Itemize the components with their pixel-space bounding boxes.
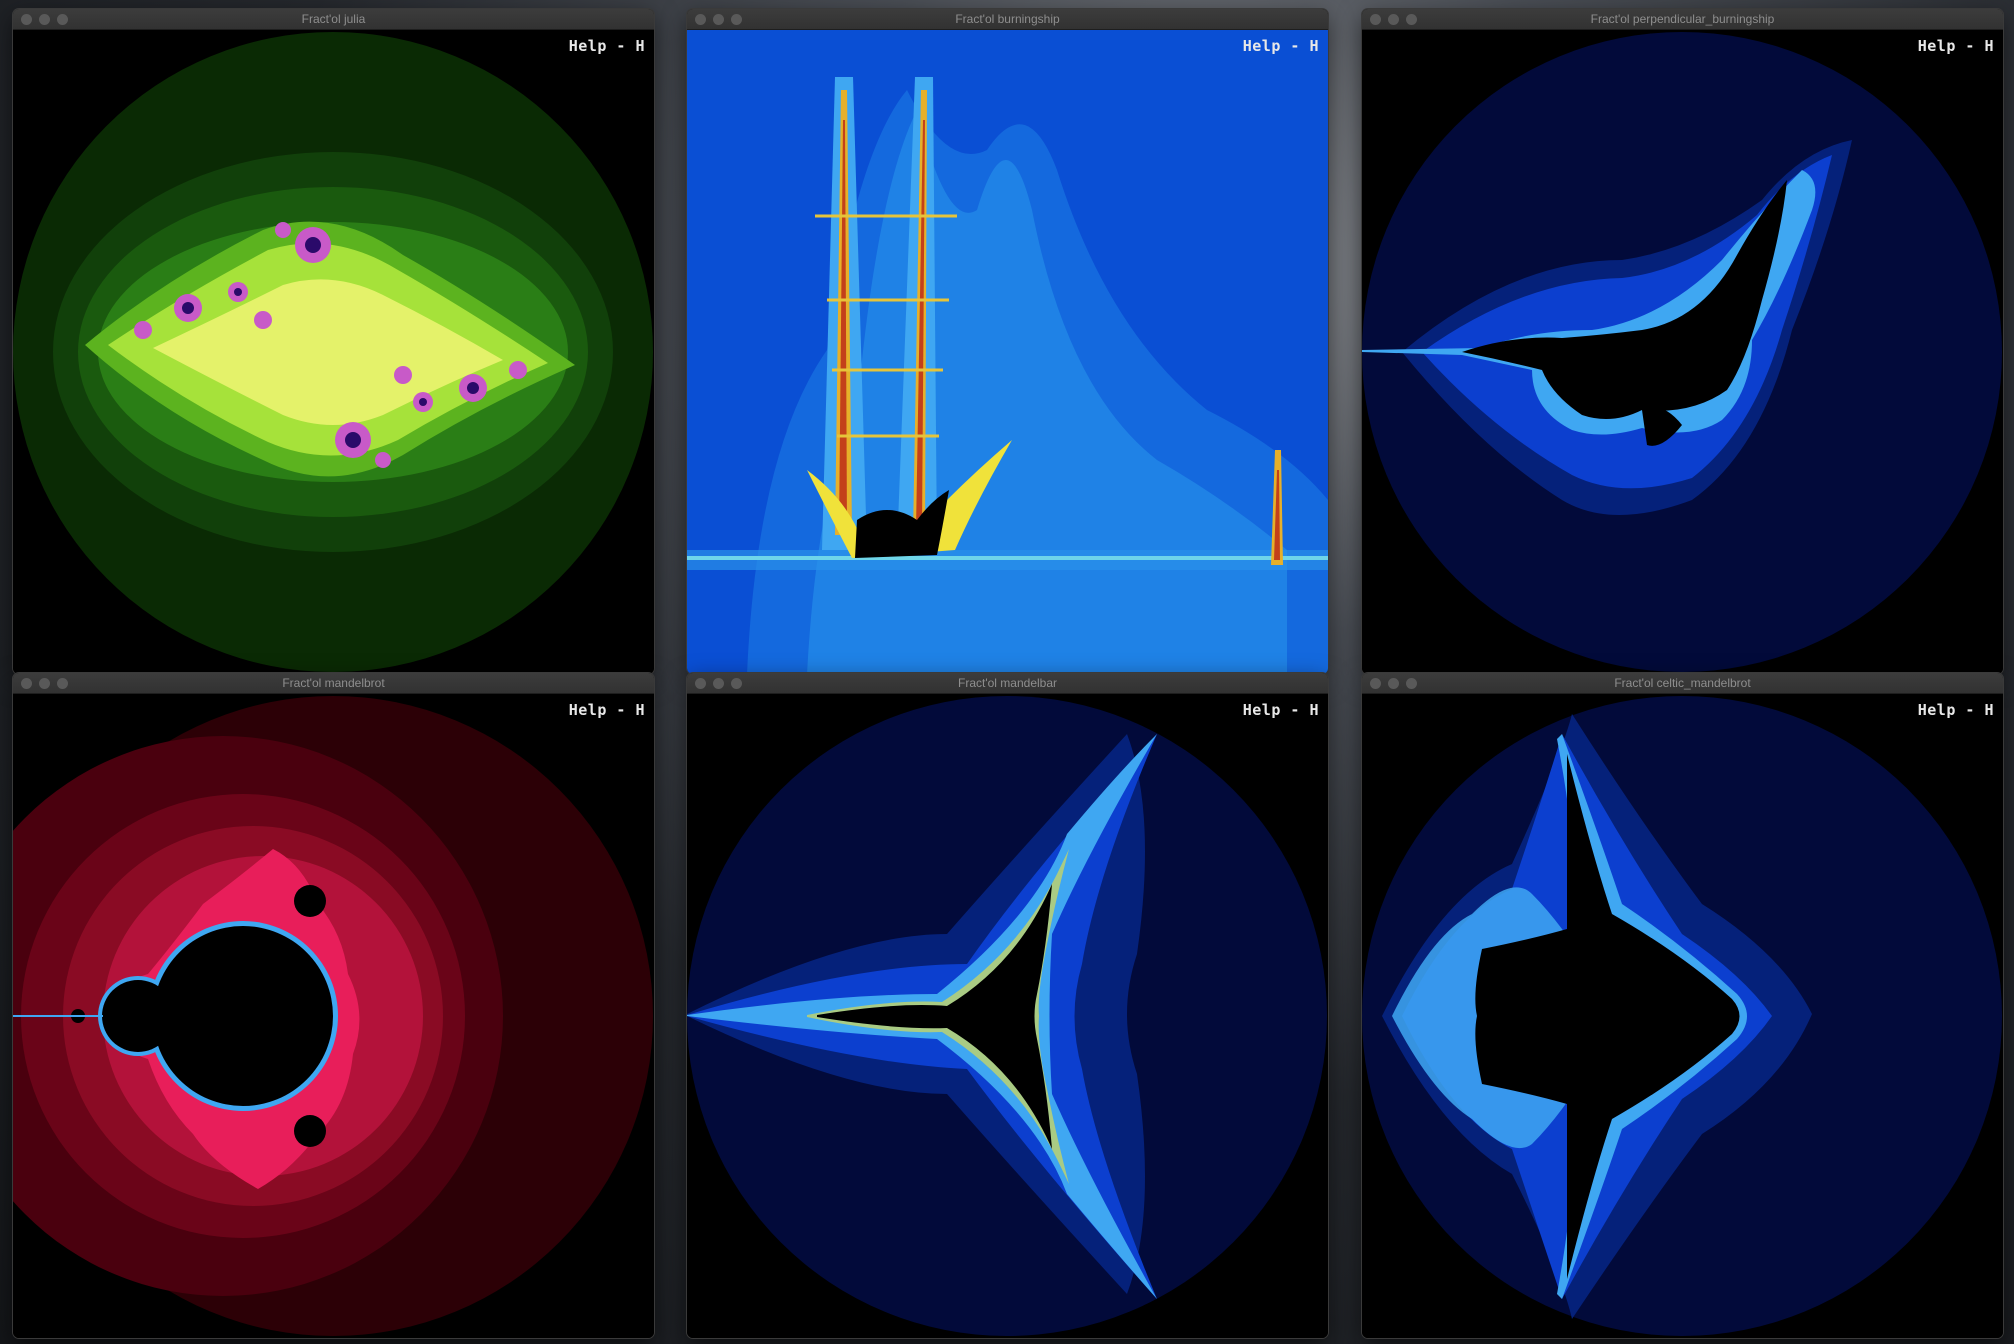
minimize-button[interactable] [1388,678,1399,689]
fractal-canvas-celtic-mandelbrot[interactable] [1362,694,2003,1338]
minimize-button[interactable] [39,14,50,25]
help-hint: Help - H [568,701,645,719]
close-button[interactable] [21,678,32,689]
window-celtic-mandelbrot[interactable]: Fract'ol celtic_mandelbrot Help - H [1362,673,2003,1338]
window-mandelbrot[interactable]: Fract'ol mandelbrot Help - H [13,673,654,1338]
window-title: Fract'ol burningship [955,12,1060,26]
help-hint: Help - H [568,37,645,55]
zoom-button[interactable] [57,678,68,689]
close-button[interactable] [695,678,706,689]
close-button[interactable] [1370,14,1381,25]
window-julia[interactable]: Fract'ol julia [13,9,654,674]
window-burningship[interactable]: Fract'ol burningship Hel [687,9,1328,674]
minimize-button[interactable] [39,678,50,689]
zoom-button[interactable] [731,14,742,25]
help-hint: Help - H [1242,37,1319,55]
window-titlebar[interactable]: Fract'ol perpendicular_burningship [1362,9,2003,30]
window-title: Fract'ol mandelbar [958,676,1057,690]
window-titlebar[interactable]: Fract'ol celtic_mandelbrot [1362,673,2003,694]
window-titlebar[interactable]: Fract'ol julia [13,9,654,30]
fractal-canvas-burningship[interactable] [687,30,1328,674]
window-titlebar[interactable]: Fract'ol mandelbar [687,673,1328,694]
window-titlebar[interactable]: Fract'ol burningship [687,9,1328,30]
close-button[interactable] [21,14,32,25]
window-title: Fract'ol mandelbrot [282,676,385,690]
help-hint: Help - H [1242,701,1319,719]
zoom-button[interactable] [1406,678,1417,689]
window-title: Fract'ol perpendicular_burningship [1590,12,1775,26]
zoom-button[interactable] [57,14,68,25]
close-button[interactable] [1370,678,1381,689]
fractal-canvas-mandelbar[interactable] [687,694,1328,1338]
minimize-button[interactable] [713,678,724,689]
zoom-button[interactable] [731,678,742,689]
fractal-canvas-mandelbrot[interactable] [13,694,654,1338]
minimize-button[interactable] [1388,14,1399,25]
fractal-canvas-perpendicular-burningship[interactable] [1362,30,2003,674]
close-button[interactable] [695,14,706,25]
window-perpendicular-burningship[interactable]: Fract'ol perpendicular_burningship Help … [1362,9,2003,674]
window-title: Fract'ol celtic_mandelbrot [1614,676,1751,690]
window-titlebar[interactable]: Fract'ol mandelbrot [13,673,654,694]
help-hint: Help - H [1917,37,1994,55]
window-mandelbar[interactable]: Fract'ol mandelbar Help - H [687,673,1328,1338]
fractal-canvas-julia[interactable] [13,30,654,674]
window-title: Fract'ol julia [301,12,366,26]
minimize-button[interactable] [713,14,724,25]
help-hint: Help - H [1917,701,1994,719]
zoom-button[interactable] [1406,14,1417,25]
